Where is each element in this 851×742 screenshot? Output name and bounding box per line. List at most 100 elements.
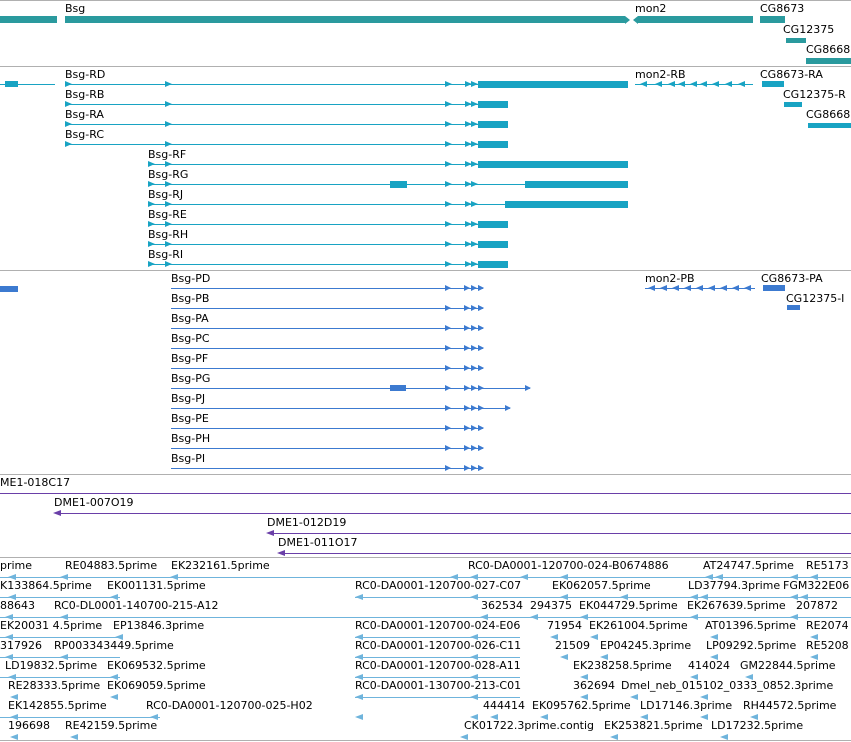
gene-label-bsg[interactable]: Bsg bbox=[65, 2, 86, 15]
est-label[interactable]: LP09292.5prime bbox=[706, 639, 797, 652]
est-label[interactable]: RC0-DA0001-120700-028-A11 bbox=[355, 659, 521, 672]
protein-label[interactable]: Bsg-PB bbox=[171, 292, 210, 305]
clone-label[interactable]: DME1-011O17 bbox=[278, 536, 358, 549]
protein-label[interactable]: CG8673-PA bbox=[761, 272, 823, 285]
rna-label[interactable]: Bsg-RE bbox=[148, 208, 187, 221]
est-label[interactable]: EP13846.3prime bbox=[113, 619, 205, 632]
est-label[interactable]: RE2074 bbox=[806, 619, 849, 632]
rna-label[interactable]: Bsg-RJ bbox=[148, 188, 184, 201]
est-label[interactable]: LD17232.5prime bbox=[711, 719, 804, 732]
est-label[interactable]: RC0-DA0001-120700-024-B0674886 bbox=[468, 559, 669, 572]
est-label[interactable]: RP003343449.5prime bbox=[54, 639, 174, 652]
est-label[interactable]: Dmel_neb_015102_0333_0852.3prime bbox=[621, 679, 834, 692]
gene-label-cg12375[interactable]: CG12375 bbox=[783, 23, 835, 36]
protein-label[interactable]: Bsg-PC bbox=[171, 332, 210, 345]
est-label[interactable]: EK062057.5prime bbox=[552, 579, 651, 592]
rna-label[interactable]: CG8673-RA bbox=[760, 68, 823, 81]
est-label[interactable]: RE04883.5prime bbox=[65, 559, 158, 572]
protein-label[interactable]: mon2-PB bbox=[645, 272, 695, 285]
gene-bsg-feature[interactable] bbox=[65, 16, 625, 23]
arrow-left-icon bbox=[696, 285, 703, 291]
est-label[interactable]: 317926 bbox=[0, 639, 42, 652]
gene-cg12375-feature[interactable] bbox=[786, 38, 806, 43]
gene-bsg-feature-left[interactable] bbox=[0, 16, 57, 23]
est-label[interactable]: AT24747.5prime bbox=[703, 559, 794, 572]
gene-cg8673-feature[interactable] bbox=[760, 16, 785, 23]
est-label[interactable]: RE42159.5prime bbox=[65, 719, 158, 732]
est-label[interactable]: GM22844.5prime bbox=[740, 659, 836, 672]
est-label[interactable]: 21509 bbox=[555, 639, 590, 652]
est-label[interactable]: AT01396.5prime bbox=[705, 619, 796, 632]
rna-label[interactable]: CG8668 bbox=[806, 108, 851, 121]
est-label[interactable]: 207872 bbox=[796, 599, 838, 612]
gene-label-cg8673[interactable]: CG8673 bbox=[760, 2, 805, 15]
gene-label-cg8668[interactable]: CG8668 bbox=[806, 43, 851, 56]
est-label[interactable]: EK267639.5prime bbox=[687, 599, 786, 612]
arrow-right-icon bbox=[471, 285, 477, 291]
est-label[interactable]: RE5208 bbox=[806, 639, 849, 652]
est-label[interactable]: EK001131.5prime bbox=[107, 579, 206, 592]
est-label[interactable]: 414024 bbox=[688, 659, 730, 672]
rna-label[interactable]: CG12375-R bbox=[783, 88, 846, 101]
protein-label[interactable]: Bsg-PJ bbox=[171, 392, 206, 405]
rna-label[interactable]: Bsg-RB bbox=[65, 88, 105, 101]
est-label[interactable]: 71954 bbox=[547, 619, 582, 632]
est-label[interactable]: 444414 bbox=[483, 699, 525, 712]
gene-mon2-feature[interactable] bbox=[638, 16, 753, 23]
est-label[interactable]: 88643 bbox=[0, 599, 35, 612]
rna-label[interactable]: Bsg-RI bbox=[148, 248, 184, 261]
est-label[interactable]: CK01722.3prime.contig bbox=[464, 719, 595, 732]
est-label[interactable]: LD17146.3prime bbox=[640, 699, 733, 712]
est-label[interactable]: 294375 bbox=[530, 599, 572, 612]
clone-label[interactable]: DME1-012D19 bbox=[267, 516, 347, 529]
arrow-left-icon bbox=[8, 674, 16, 680]
protein-label[interactable]: CG12375-I bbox=[786, 292, 845, 305]
est-label[interactable]: prime bbox=[0, 559, 33, 572]
rna-label[interactable]: mon2-RB bbox=[635, 68, 686, 81]
rna-label[interactable]: Bsg-RD bbox=[65, 68, 106, 81]
protein-label[interactable]: Bsg-PH bbox=[171, 432, 211, 445]
est-label[interactable]: EK095762.5prime bbox=[532, 699, 631, 712]
protein-label[interactable]: Bsg-PE bbox=[171, 412, 209, 425]
est-label[interactable]: EK069532.5prime bbox=[107, 659, 206, 672]
est-label[interactable]: EK232161.5prime bbox=[171, 559, 270, 572]
protein-label[interactable]: Bsg-PD bbox=[171, 272, 211, 285]
protein-label[interactable]: Bsg-PA bbox=[171, 312, 209, 325]
protein-label[interactable]: Bsg-PG bbox=[171, 372, 211, 385]
clone-label[interactable]: ME1-018C17 bbox=[0, 476, 71, 489]
est-label[interactable]: EK20031 4.5prime bbox=[0, 619, 103, 632]
est-label[interactable]: RH44572.5prime bbox=[743, 699, 837, 712]
rna-label[interactable]: Bsg-RH bbox=[148, 228, 189, 241]
gene-cg8668-feature[interactable] bbox=[806, 58, 851, 64]
est-label[interactable]: 362534 bbox=[481, 599, 523, 612]
est-label[interactable]: EK238258.5prime bbox=[573, 659, 672, 672]
est-label[interactable]: EK253821.5prime bbox=[604, 719, 703, 732]
est-label[interactable]: EP04245.3prime bbox=[600, 639, 692, 652]
est-label[interactable]: RE28333.5prime bbox=[8, 679, 101, 692]
rna-label[interactable]: Bsg-RA bbox=[65, 108, 104, 121]
est-label[interactable]: 362694 bbox=[573, 679, 615, 692]
est-label[interactable]: EK069059.5prime bbox=[107, 679, 206, 692]
clone-label[interactable]: DME1-007O19 bbox=[54, 496, 134, 509]
est-label[interactable]: FGM322E06 bbox=[783, 579, 850, 592]
protein-label[interactable]: Bsg-PF bbox=[171, 352, 209, 365]
est-label[interactable]: LD37794.3prime bbox=[688, 579, 781, 592]
est-label[interactable]: RC0-DL0001-140700-215-A12 bbox=[54, 599, 219, 612]
est-label[interactable]: 196698 bbox=[8, 719, 50, 732]
est-label[interactable]: RC0-DA0001-120700-024-E06 bbox=[355, 619, 521, 632]
est-label[interactable]: EK044729.5prime bbox=[579, 599, 678, 612]
est-label[interactable]: RC0-DA0001-120700-025-H02 bbox=[146, 699, 313, 712]
est-label[interactable]: RC0-DA0001-130700-213-C01 bbox=[355, 679, 522, 692]
est-label[interactable]: RC0-DA0001-120700-026-C11 bbox=[355, 639, 522, 652]
rna-label[interactable]: Bsg-RC bbox=[65, 128, 105, 141]
est-label[interactable]: LD19832.5prime bbox=[5, 659, 98, 672]
protein-label[interactable]: Bsg-PI bbox=[171, 452, 206, 465]
est-label[interactable]: EK261004.5prime bbox=[589, 619, 688, 632]
rna-label[interactable]: Bsg-RF bbox=[148, 148, 187, 161]
est-label[interactable]: K133864.5prime bbox=[0, 579, 92, 592]
rna-label[interactable]: Bsg-RG bbox=[148, 168, 189, 181]
est-label[interactable]: RE5173 bbox=[806, 559, 849, 572]
gene-label-mon2[interactable]: mon2 bbox=[635, 2, 667, 15]
est-label[interactable]: RC0-DA0001-120700-027-C07 bbox=[355, 579, 522, 592]
est-label[interactable]: EK142855.5prime bbox=[8, 699, 107, 712]
